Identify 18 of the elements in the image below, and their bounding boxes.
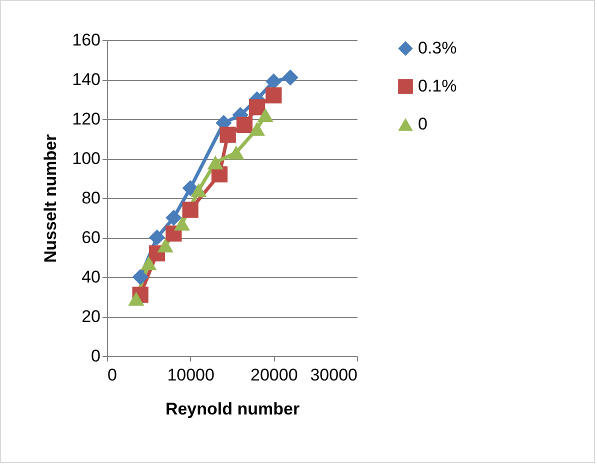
y-tick-label: 60 — [82, 228, 100, 247]
y-tick-label: 20 — [82, 307, 100, 326]
y-tick-label: 140 — [72, 70, 100, 89]
legend-label: 0.3% — [418, 38, 457, 58]
y-tick-label: 160 — [72, 30, 100, 50]
x-tick-label: 0 — [108, 366, 117, 384]
y-tick-label: 100 — [72, 149, 100, 168]
y-tick-label: 0 — [91, 346, 100, 366]
x-tick-label: 30000 — [310, 366, 358, 384]
x-tick-label: 10000 — [167, 366, 214, 384]
y-tick-label: 80 — [82, 188, 100, 208]
legend-label: 0.1% — [418, 76, 457, 96]
y-tick-label: 120 — [72, 110, 100, 128]
x-axis-title: Reynold number — [165, 400, 300, 418]
y-axis-title: Nusselt number — [41, 134, 60, 263]
legend-label: 0 — [418, 114, 428, 134]
y-tick-label: 40 — [82, 268, 100, 286]
x-tick-label: 20000 — [250, 366, 298, 384]
